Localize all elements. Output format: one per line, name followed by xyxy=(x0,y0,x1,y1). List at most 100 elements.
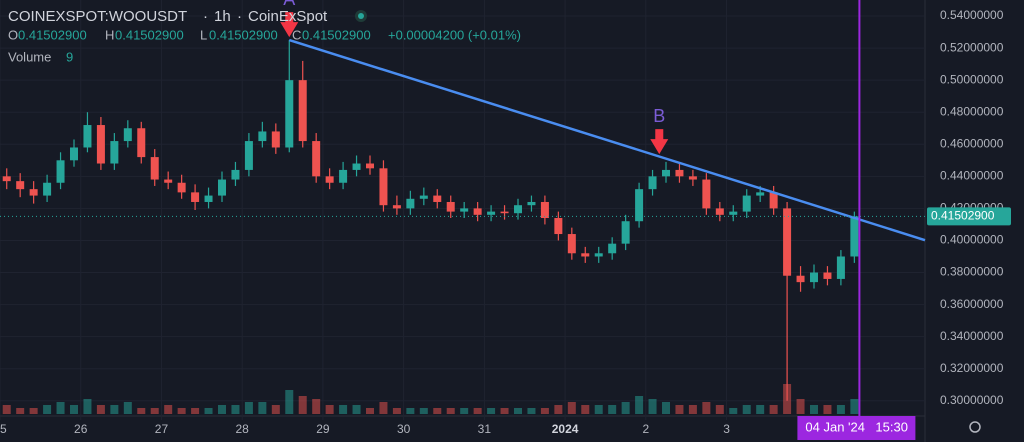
y-tick-label: 0.44000000 xyxy=(940,169,1004,183)
y-tick-label: 0.36000000 xyxy=(940,297,1004,311)
candle-body xyxy=(729,211,738,215)
candle-body xyxy=(137,128,146,158)
volume-bar xyxy=(473,408,482,414)
volume-bar xyxy=(312,399,321,414)
volume-bar xyxy=(2,405,11,414)
volume-value: 9 xyxy=(66,49,73,64)
x-tick-label: 2 xyxy=(642,422,649,436)
exchange: CoinExSpot xyxy=(248,8,328,25)
candle-body xyxy=(2,176,11,182)
volume-bar xyxy=(608,405,617,414)
volume-bar xyxy=(70,405,78,414)
crosshair-date: 04 Jan '24 xyxy=(805,419,865,434)
crosshair-box xyxy=(797,416,916,440)
interval: 1h xyxy=(214,8,231,25)
x-tick-label: 31 xyxy=(478,422,492,436)
candle-body xyxy=(581,253,590,257)
volume-bar xyxy=(204,408,213,414)
candle-body xyxy=(29,189,38,196)
trendline xyxy=(288,38,926,242)
candle-body xyxy=(594,253,603,257)
volume-label: Volume xyxy=(8,49,51,64)
symbol: COINEXSPOT:WOOUSDT xyxy=(8,8,187,25)
candle-body xyxy=(419,195,428,199)
volume-bar xyxy=(56,402,65,414)
volume-bar xyxy=(231,405,240,414)
volume-bar xyxy=(527,408,536,414)
volume-bar xyxy=(688,405,697,414)
volume-bar xyxy=(540,408,549,414)
candle-body xyxy=(621,221,630,244)
candle-body xyxy=(366,163,374,169)
volume-bar xyxy=(271,405,280,414)
x-tick-label: 26 xyxy=(74,422,88,436)
volume-bar xyxy=(150,408,159,414)
y-tick-label: 0.38000000 xyxy=(940,265,1004,279)
candle-body xyxy=(271,131,280,148)
candle-body xyxy=(850,216,859,257)
volume-bar xyxy=(419,408,428,414)
x-tick-label: 3 xyxy=(723,422,730,436)
volume-bar xyxy=(756,405,765,414)
crosshair-time: 15:30 xyxy=(875,419,908,434)
volume-bar xyxy=(43,405,52,414)
candle-body xyxy=(110,141,119,164)
candle-body xyxy=(527,201,536,206)
volume-bar xyxy=(298,396,307,414)
x-tick-label: 25 xyxy=(0,422,7,436)
annotation-label: A xyxy=(283,0,295,9)
volume-bar xyxy=(635,396,644,414)
candle-body xyxy=(339,169,348,183)
separator: · xyxy=(237,8,242,25)
candle-body xyxy=(473,208,482,215)
volume-bar xyxy=(567,402,576,414)
y-tick-label: 0.34000000 xyxy=(940,329,1004,343)
volume-bar xyxy=(715,405,724,414)
volume-bar xyxy=(392,408,401,414)
settings-icon[interactable] xyxy=(969,421,981,433)
volume-bar xyxy=(796,399,805,414)
volume-bar xyxy=(244,402,253,414)
y-tick-label: 0.54000000 xyxy=(940,8,1004,22)
plot: AB xyxy=(0,0,926,420)
volume-bar xyxy=(164,405,173,414)
candle-body xyxy=(487,211,496,215)
candle-body xyxy=(258,131,267,142)
candle-body xyxy=(191,192,200,202)
candle-body xyxy=(823,272,832,279)
candle-body xyxy=(783,208,792,276)
volume-bar xyxy=(850,399,859,414)
volume-bar xyxy=(96,405,105,414)
volume-bar xyxy=(769,405,778,414)
annotation-label: B xyxy=(653,106,665,126)
volume-bar xyxy=(742,405,751,414)
candle-body xyxy=(406,198,415,209)
volume-bar xyxy=(366,408,374,414)
x-tick-label: 29 xyxy=(316,422,330,436)
candle-body xyxy=(554,218,563,235)
candle-body xyxy=(96,125,105,164)
x-tick-label: 27 xyxy=(155,422,169,436)
c-value: 0.41502900 xyxy=(302,27,371,42)
volume-bar xyxy=(446,408,455,414)
candle-body xyxy=(352,163,361,170)
volume-bar xyxy=(258,402,267,414)
volume-bar xyxy=(487,408,496,414)
volume-bar xyxy=(675,405,684,414)
volume-bar xyxy=(702,402,711,414)
volume-bar xyxy=(594,405,603,414)
y-tick-label: 0.52000000 xyxy=(940,40,1004,54)
candle-body xyxy=(648,176,657,190)
volume-bar xyxy=(554,405,563,414)
volume-bar xyxy=(83,399,92,414)
candle-body xyxy=(379,168,388,206)
candle-body xyxy=(675,169,684,177)
candle-body xyxy=(514,205,522,214)
candle-body xyxy=(540,201,549,219)
last-price-label: 0.41502900 xyxy=(931,209,995,223)
volume-bar xyxy=(823,405,832,414)
candle-body xyxy=(16,181,25,190)
candle-body xyxy=(796,275,805,283)
change: +0.00004200 (+0.01%) xyxy=(388,27,521,42)
candle-body xyxy=(177,182,186,193)
